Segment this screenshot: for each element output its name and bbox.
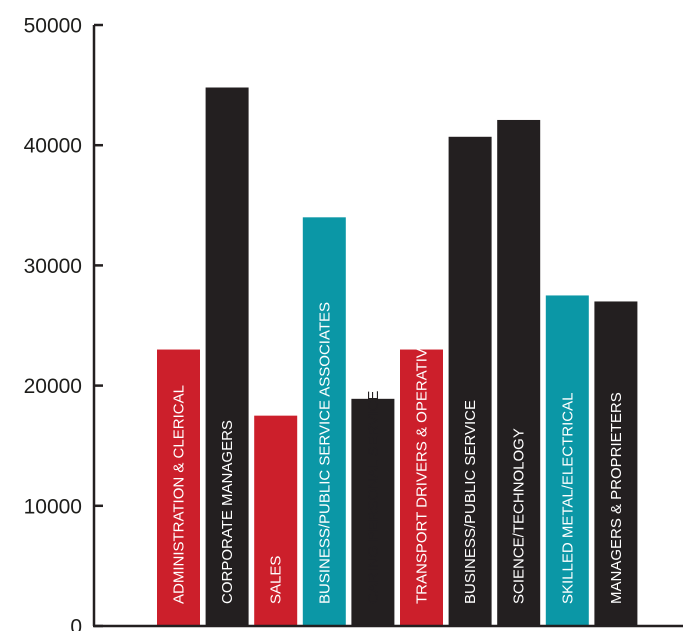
y-tick-label: 40000	[24, 135, 82, 158]
bar	[545, 295, 589, 626]
bar	[594, 301, 638, 626]
bar-label: BUSINESS/PUBLIC SERVICE ASSOCIATES	[316, 302, 333, 604]
bar-label: SALES	[268, 556, 285, 604]
bar-label: CORPORATE MANAGERS	[219, 420, 236, 604]
bar	[302, 217, 346, 626]
bars-group	[157, 87, 638, 626]
y-tick-label: 0	[70, 616, 82, 631]
bar-label: SKILLED METAL/ELECTRICAL	[559, 393, 576, 604]
bar	[497, 119, 541, 626]
y-tick-label: 50000	[24, 15, 82, 38]
bar	[254, 415, 298, 626]
y-tick-label: 30000	[24, 255, 82, 278]
bar-label: BUSINESS/PUBLIC SERVICE	[462, 400, 479, 604]
y-tick-label: 10000	[24, 495, 82, 518]
bar-labels-group: ADMINISTRATION & CLERICAL CORPORATE MANAG…	[171, 302, 625, 604]
bar-label: SCIENCE/TECHNOLOGY	[511, 428, 528, 604]
bar	[448, 136, 492, 626]
y-ticks-group: 0 10000 20000 30000 40000 50000	[24, 15, 103, 631]
bar	[205, 87, 249, 626]
bar	[157, 349, 200, 626]
bar-label: TRANSPORT DRIVERS & OPERATIVES	[414, 328, 431, 604]
bar-label: CARING PERSONAL SERVICE	[365, 391, 382, 604]
y-tick-label: 20000	[24, 375, 82, 398]
bar-label: MANAGERS & PROPRIETERS	[608, 392, 625, 604]
axes-group	[92, 25, 683, 628]
bar	[400, 349, 443, 626]
bar-label: ADMINISTRATION & CLERICAL	[171, 385, 188, 604]
bar	[351, 398, 395, 626]
